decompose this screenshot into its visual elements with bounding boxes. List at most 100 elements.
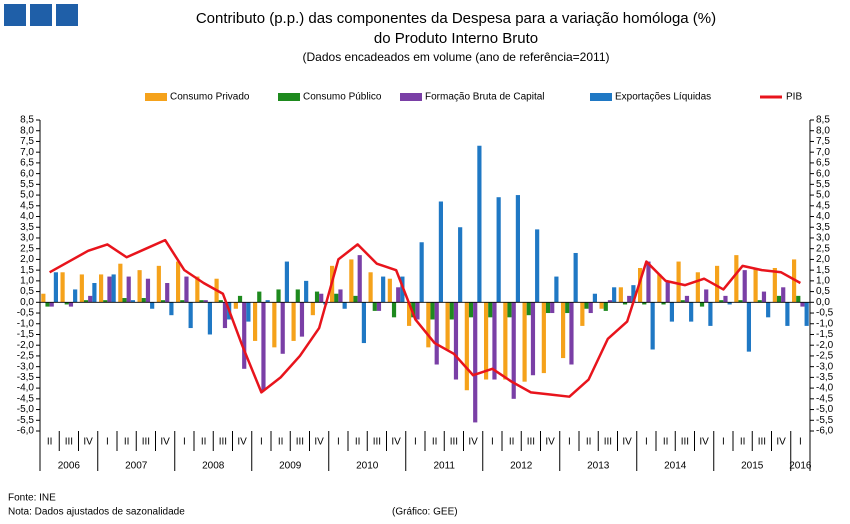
bar	[169, 302, 174, 316]
year-label: 2015	[741, 461, 764, 472]
bar	[41, 293, 46, 303]
bar	[684, 295, 690, 303]
bar	[449, 302, 454, 320]
bar	[207, 302, 212, 335]
bar	[618, 287, 623, 303]
bar	[804, 302, 809, 326]
bar	[738, 300, 743, 303]
bar	[522, 302, 527, 382]
bar	[535, 229, 540, 303]
bar	[561, 302, 566, 359]
bar	[73, 289, 78, 303]
bar	[176, 261, 181, 303]
y2-tick-label: -6,0	[816, 426, 834, 437]
y2-tick-label: -1,5	[816, 329, 834, 340]
bar	[218, 300, 223, 303]
y-tick-label: 2,5	[20, 243, 34, 254]
bar	[276, 289, 281, 303]
x-tick-label: II	[432, 437, 438, 448]
x-tick-label: IV	[237, 437, 247, 448]
year-label: 2012	[510, 461, 533, 472]
y2-tick-label: -2,0	[816, 340, 834, 351]
x-tick-label: II	[740, 437, 746, 448]
bar	[199, 300, 204, 303]
bar	[253, 302, 258, 341]
bar	[650, 302, 655, 350]
bar	[376, 302, 382, 311]
bar	[526, 302, 531, 316]
x-tick-label: I	[183, 437, 186, 448]
y2-tick-label: -2,5	[816, 351, 834, 362]
y2-tick-label: 1,5	[816, 265, 830, 276]
line	[49, 238, 801, 398]
bar	[554, 276, 559, 303]
x-tick-label: I	[414, 437, 417, 448]
y2-tick-label: 6,0	[816, 168, 830, 179]
year-label: 2016	[789, 461, 812, 472]
bar	[622, 302, 628, 305]
x-tick-label: IV	[83, 437, 93, 448]
y-tick-label: -0,5	[17, 308, 35, 319]
y2-tick-label: -4,0	[816, 383, 834, 394]
y2-tick-label: 3,0	[816, 233, 830, 244]
legend-label: Consumo Privado	[170, 92, 250, 103]
bar	[310, 302, 315, 316]
bar	[79, 274, 84, 303]
bar	[627, 295, 632, 303]
bar	[391, 302, 397, 318]
bar	[396, 287, 401, 303]
x-tick-label: II	[124, 437, 130, 448]
bar	[719, 300, 724, 303]
bar	[45, 302, 50, 307]
bar	[723, 295, 728, 303]
chart-subtitle: (Dados encadeados em volume (ano de refe…	[303, 50, 610, 64]
y2-tick-label: 0,5	[816, 286, 830, 297]
x-tick-label: II	[586, 437, 592, 448]
x-tick-label: IV	[314, 437, 324, 448]
bar	[304, 280, 309, 303]
y2-tick-label: 7,5	[816, 136, 830, 147]
bar	[680, 300, 685, 303]
bar	[761, 291, 767, 303]
legend-label: Consumo Público	[303, 92, 382, 103]
logo-block	[30, 4, 52, 26]
x-tick-label: III	[527, 437, 535, 448]
y-tick-label: 0,0	[20, 297, 34, 308]
bar	[107, 276, 112, 303]
note: Nota: Dados ajustados de sazonalidade	[8, 507, 185, 518]
legend-label: PIB	[786, 92, 802, 103]
bar	[314, 291, 320, 303]
bar	[464, 302, 469, 391]
bar	[361, 302, 366, 344]
x-tick-label: II	[278, 437, 284, 448]
x-tick-label: IV	[622, 437, 632, 448]
bar	[530, 302, 536, 376]
legend-label: Exportações Líquidas	[615, 92, 711, 103]
x-tick-label: III	[758, 437, 766, 448]
y-tick-label: 4,0	[20, 211, 34, 222]
bar	[291, 302, 296, 341]
x-tick-label: III	[142, 437, 150, 448]
x-tick-label: III	[450, 437, 458, 448]
bar	[387, 278, 392, 303]
bar	[103, 300, 108, 303]
bar	[785, 302, 790, 326]
bar	[49, 302, 54, 307]
legend-swatch	[278, 93, 300, 101]
x-tick-label: IV	[699, 437, 709, 448]
bar	[742, 270, 747, 303]
y2-tick-label: -1,0	[816, 318, 834, 329]
bar	[184, 276, 189, 303]
bar	[734, 255, 739, 303]
bar	[434, 302, 439, 365]
x-tick-label: II	[663, 437, 669, 448]
x-tick-label: IV	[160, 437, 170, 448]
bar	[137, 270, 142, 303]
x-tick-label: III	[296, 437, 304, 448]
bar	[511, 302, 516, 399]
bar	[357, 255, 362, 303]
bar	[766, 302, 771, 318]
bar	[203, 300, 208, 303]
y2-tick-label: 8,5	[816, 115, 830, 126]
